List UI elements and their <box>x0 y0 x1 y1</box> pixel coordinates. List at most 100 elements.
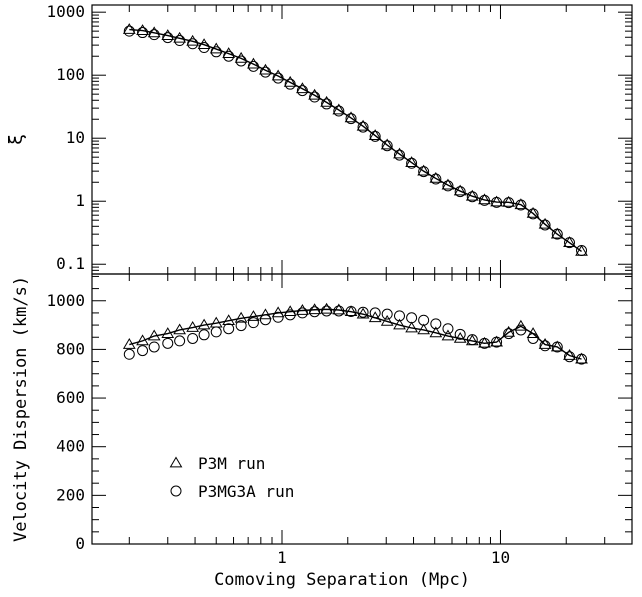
bottom-triangle-point <box>575 352 588 364</box>
bottom-triangle-point <box>478 336 491 348</box>
top-curve <box>129 28 582 252</box>
top-circle-point <box>406 157 418 169</box>
bottom-circle-point <box>210 326 222 338</box>
top-circle-point <box>235 55 247 67</box>
bottom-triangle-point <box>356 307 370 319</box>
top-y-axis-label: ξ <box>5 134 27 145</box>
top-triangle-point <box>259 63 272 75</box>
bottom-circle-point <box>418 314 430 326</box>
bottom-triangle-point <box>122 338 136 349</box>
bottom-y-tick-label: 800 <box>56 339 85 358</box>
bottom-circle-point <box>148 341 160 353</box>
bottom-circle-point <box>406 312 418 324</box>
top-triangle-point <box>308 88 321 100</box>
bottom-triangle-point <box>405 321 418 333</box>
bottom-circle-point <box>259 314 271 326</box>
top-circle-point <box>187 38 199 50</box>
top-circle-point <box>454 186 466 198</box>
bottom-y-tick-label: 1000 <box>46 291 85 310</box>
bottom-circle-point <box>551 341 563 353</box>
top-triangle-point <box>526 206 540 218</box>
bottom-circle-point <box>235 320 247 332</box>
legend-triangle-marker <box>169 456 183 468</box>
bottom-triangle-point <box>429 326 443 338</box>
bottom-circle-point <box>198 329 210 341</box>
bottom-triangle-point <box>563 349 576 360</box>
legend-label: P3MG3A run <box>198 482 294 501</box>
top-triangle-point <box>186 34 200 46</box>
top-circle-point <box>539 219 551 231</box>
bottom-triangle-point <box>136 334 149 346</box>
bottom-triangle-point <box>393 318 406 330</box>
bottom-circle-point <box>576 353 588 365</box>
bottom-triangle-point <box>247 310 260 321</box>
bottom-circle-point <box>162 337 174 349</box>
bottom-circle-point <box>430 318 442 330</box>
top-y-tick-label: 1 <box>75 191 85 210</box>
bottom-triangle-point <box>453 331 467 343</box>
bottom-triangle-point <box>186 321 200 332</box>
bottom-triangle-point <box>502 325 516 337</box>
top-circle-point <box>137 27 149 39</box>
legend-circle-marker <box>170 485 182 497</box>
bottom-y-tick-label: 200 <box>56 485 85 504</box>
top-triangle-point <box>490 195 503 207</box>
top-circle-point <box>491 196 503 208</box>
top-triangle-point <box>502 195 516 207</box>
bottom-circle-point <box>174 335 186 347</box>
bottom-circle-point <box>345 305 357 317</box>
top-triangle-point <box>441 178 455 190</box>
top-circle-point <box>345 113 357 125</box>
top-circle-point <box>321 98 333 110</box>
bottom-circle-point <box>309 306 321 318</box>
bottom-triangle-point <box>271 306 285 318</box>
top-circle-point <box>272 72 284 84</box>
bottom-triangle-point <box>332 303 346 315</box>
top-circle-point <box>478 194 490 206</box>
bottom-triangle-point <box>308 303 321 315</box>
top-triangle-point <box>417 164 431 176</box>
top-triangle-point <box>283 75 297 87</box>
bottom-triangle-point <box>538 338 552 349</box>
top-circle-point <box>174 35 186 47</box>
bottom-y-axis-label: Velocity Dispersion (km/s) <box>11 276 31 542</box>
top-y-tick-label: 1000 <box>46 2 85 21</box>
top-triangle-point <box>296 82 309 94</box>
top-circle-point <box>563 237 575 249</box>
top-circle-point <box>369 130 381 142</box>
top-y-tick-label: 10 <box>66 128 85 147</box>
top-triangle-point <box>122 23 136 34</box>
bottom-triangle-point <box>222 314 236 326</box>
top-triangle-point <box>320 95 333 107</box>
bottom-triangle-point <box>197 318 211 330</box>
top-circle-point <box>393 149 405 161</box>
top-circle-point <box>442 180 454 192</box>
legend-label: P3M run <box>198 454 265 473</box>
top-circle-point <box>296 85 308 97</box>
top-circle-point <box>430 173 442 185</box>
bottom-circle-point <box>454 328 466 340</box>
top-circle-point <box>576 245 588 257</box>
bottom-triangle-point <box>344 305 358 317</box>
top-circle-point <box>148 29 160 41</box>
bottom-circle-point <box>137 345 149 357</box>
top-triangle-point <box>429 171 443 183</box>
bottom-circle-point <box>539 340 551 352</box>
top-circle-point <box>551 228 563 240</box>
top-circle-point <box>284 78 296 90</box>
bottom-y-tick-label: 400 <box>56 437 85 456</box>
top-triangle-point <box>550 227 564 239</box>
bottom-circle-point <box>272 311 284 323</box>
bottom-panel-frame <box>91 273 633 545</box>
top-triangle-point <box>271 69 285 81</box>
top-triangle-point <box>222 47 236 58</box>
bottom-triangle-point <box>259 308 272 320</box>
top-triangle-point <box>234 51 248 63</box>
bottom-circle-point <box>223 323 235 335</box>
bottom-circle-point <box>284 309 296 321</box>
bottom-triangle-point <box>147 329 161 341</box>
bottom-triangle-point <box>234 311 248 323</box>
top-y-tick-label: 100 <box>56 65 85 84</box>
top-panel-frame <box>91 4 633 275</box>
